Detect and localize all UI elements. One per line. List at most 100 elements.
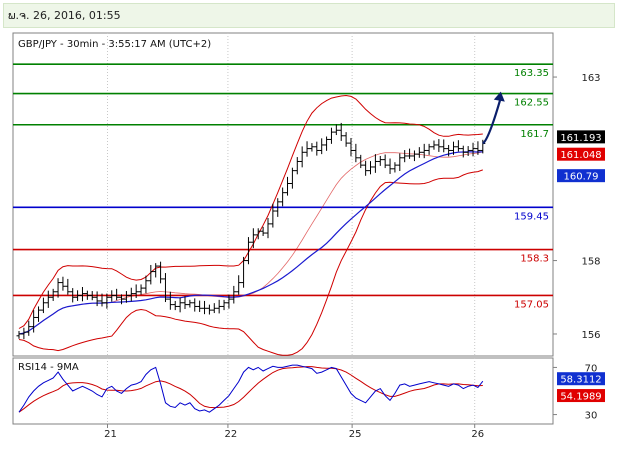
rsi-tick-label: 70 <box>585 363 598 374</box>
price-bar <box>133 284 139 299</box>
price-tick-label: 158 <box>581 257 600 268</box>
price-bar <box>309 143 315 152</box>
price-bar <box>109 290 115 302</box>
price-bar <box>426 143 432 155</box>
moving-average-line <box>18 151 483 335</box>
price-bar <box>177 297 183 313</box>
price-bar <box>475 141 481 155</box>
bollinger-bands <box>18 94 483 356</box>
date-bar: ພ.ຈ. 26, 2016, 01:55 <box>0 0 620 30</box>
price-bar <box>304 141 310 157</box>
price-bar <box>363 160 369 176</box>
price-bar <box>21 327 27 340</box>
price-bar <box>45 290 51 308</box>
price-bar <box>104 293 110 309</box>
price-bar <box>94 291 100 307</box>
price-bar <box>187 299 193 308</box>
price-bar <box>84 290 90 300</box>
price-bar <box>377 155 383 166</box>
price-bar <box>270 203 276 228</box>
rsi-badge-box <box>557 372 605 386</box>
price-bar <box>182 296 188 310</box>
price-bar <box>60 276 66 291</box>
price-bar <box>221 299 227 311</box>
price-badge-box <box>557 169 605 183</box>
price-bar <box>314 141 320 156</box>
price-bar <box>31 310 37 333</box>
rsi-badge-box <box>557 389 605 403</box>
price-bar <box>50 288 56 301</box>
price-badges: 161.193 161.048 160.79 <box>557 130 605 183</box>
rsi-panel-frame <box>12 357 554 425</box>
price-bar <box>460 145 466 158</box>
time-tick-label: 21 <box>104 429 117 440</box>
price-bar <box>114 288 120 301</box>
price-bar <box>455 140 461 152</box>
price-bar <box>55 278 61 298</box>
price-bar <box>275 198 281 217</box>
price-bar <box>36 306 42 322</box>
price-bar <box>138 284 144 295</box>
price-bar <box>324 136 330 151</box>
level-label-161.7: 161.7 <box>520 129 549 140</box>
level-label-162.55: 162.55 <box>514 98 549 109</box>
time-tick-label: 25 <box>349 429 362 440</box>
price-bar <box>392 162 398 173</box>
projection-arrow-shaft <box>482 97 502 145</box>
price-bar <box>416 147 422 158</box>
price-bar <box>241 256 247 288</box>
price-bar <box>338 122 344 141</box>
price-bar <box>407 148 413 159</box>
rsi-badge-label: 58.3112 <box>560 375 601 386</box>
price-bar <box>26 320 32 336</box>
price-bar <box>382 154 388 169</box>
price-bar <box>255 228 261 240</box>
price-badge-box <box>557 147 605 161</box>
chart-title: GBP/JPY - 30min - 3:55:17 AM (UTC+2) <box>18 39 211 50</box>
price-bar <box>294 157 300 175</box>
price-bar <box>328 127 334 144</box>
time-tick-label: 26 <box>471 429 484 440</box>
price-bar <box>231 285 237 304</box>
price-bar <box>289 167 295 189</box>
price-bar <box>285 176 291 196</box>
price-bar <box>451 141 457 155</box>
level-label-157.05: 157.05 <box>514 299 549 310</box>
price-bar <box>143 275 149 294</box>
price-bar <box>436 139 442 152</box>
price-bar <box>70 288 76 303</box>
date-time-label: ພ.ຈ. 26, 2016, 01:55 <box>8 9 121 22</box>
price-bars <box>16 122 486 340</box>
price-bar <box>470 142 476 157</box>
projection-arrow <box>482 91 505 145</box>
price-bar <box>206 304 212 315</box>
price-bar <box>387 158 393 174</box>
price-bar <box>192 298 198 312</box>
vertical-gridlines <box>107 33 476 424</box>
bollinger-upper-line <box>18 94 483 329</box>
rsi-badge-label: 54.1989 <box>560 392 601 403</box>
price-bar <box>153 263 159 278</box>
price-bar <box>40 297 46 314</box>
price-bar <box>431 140 437 150</box>
price-tick-label: 163 <box>581 73 600 84</box>
price-tick-label: 156 <box>581 330 600 341</box>
price-bar <box>16 331 22 339</box>
projection-arrow-head <box>493 91 505 102</box>
price-axis: 156 158 163 <box>553 73 601 341</box>
price-bar <box>260 226 266 236</box>
price-bar <box>172 300 178 311</box>
price-bar <box>158 261 164 284</box>
price-bar <box>75 290 81 301</box>
rsi-line <box>18 364 484 413</box>
price-bar <box>245 237 251 265</box>
price-bar <box>216 299 222 314</box>
level-label-159.45: 159.45 <box>514 211 549 222</box>
price-bar <box>202 300 208 315</box>
price-bar <box>299 146 305 168</box>
time-tick-label: 22 <box>225 429 238 440</box>
date-bar-strip <box>3 3 615 28</box>
rsi-tick-label: 30 <box>585 411 598 422</box>
